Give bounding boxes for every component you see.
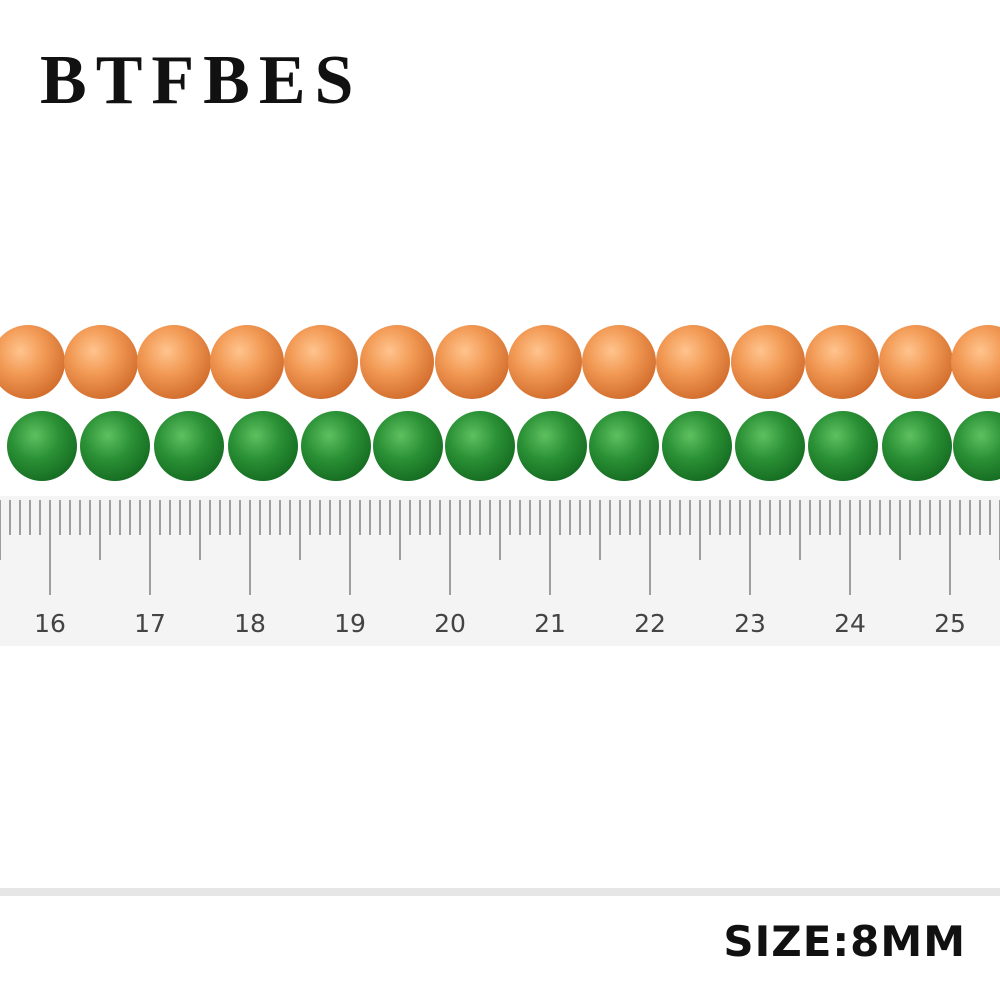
orange-bead	[64, 325, 138, 399]
orange-bead	[951, 325, 1000, 399]
orange-bead	[137, 325, 211, 399]
green-bead	[953, 411, 1000, 481]
green-bead	[7, 411, 77, 481]
ruler-label: 25	[934, 609, 966, 638]
ruler-label: 18	[234, 609, 266, 638]
orange-bead	[582, 325, 656, 399]
orange-bead	[284, 325, 358, 399]
green-bead	[882, 411, 952, 481]
brand: BTFBES	[40, 42, 362, 119]
ruler-edge	[0, 888, 1000, 896]
orange-bead	[805, 325, 879, 399]
green-bead	[228, 411, 298, 481]
ruler-label: 23	[734, 609, 766, 638]
ruler-label: 20	[434, 609, 466, 638]
green-bead	[80, 411, 150, 481]
ruler-label: 16	[34, 609, 66, 638]
ruler-label: 21	[534, 609, 566, 638]
beads	[0, 325, 1000, 481]
green-bead	[808, 411, 878, 481]
green-bead	[154, 411, 224, 481]
ruler-marks: 16 17 18 19 20 21 22 23 24 25	[0, 500, 1000, 638]
green-bead	[445, 411, 515, 481]
green-bead	[517, 411, 587, 481]
green-bead	[735, 411, 805, 481]
ruler-label: 24	[834, 609, 866, 638]
orange-bead	[435, 325, 509, 399]
green-bead	[589, 411, 659, 481]
green-bead	[373, 411, 443, 481]
orange-bead	[508, 325, 582, 399]
orange-bead	[731, 325, 805, 399]
ruler-label: 22	[634, 609, 666, 638]
green-bead	[301, 411, 371, 481]
orange-bead	[879, 325, 953, 399]
ruler-label: 17	[134, 609, 166, 638]
ruler-label: 19	[334, 609, 366, 638]
size-label: SIZE:8MM	[723, 917, 966, 966]
orange-bead	[210, 325, 284, 399]
orange-bead	[0, 325, 65, 399]
orange-bead	[360, 325, 434, 399]
green-bead	[662, 411, 732, 481]
orange-bead	[656, 325, 730, 399]
